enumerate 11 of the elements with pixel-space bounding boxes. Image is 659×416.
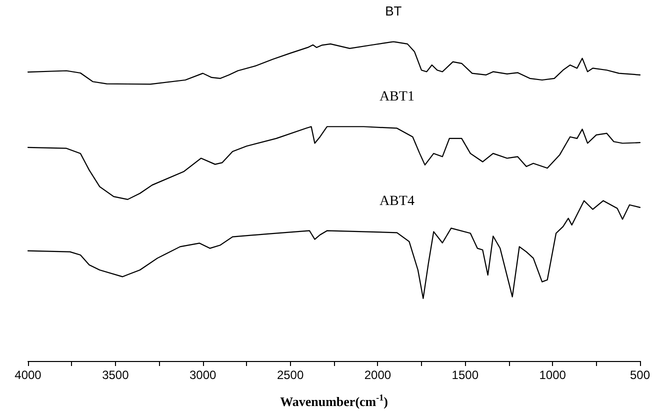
x-tick-label: 4000 bbox=[14, 368, 42, 382]
x-tick-label: 1500 bbox=[452, 368, 479, 382]
x-tick-label: 3500 bbox=[102, 368, 130, 382]
x-tick-label: 3000 bbox=[190, 368, 217, 382]
x-tick-label: 2500 bbox=[276, 368, 304, 382]
series-label: ABT4 bbox=[379, 194, 414, 210]
x-tick-label: 1000 bbox=[539, 368, 566, 382]
series-label: BT bbox=[385, 4, 402, 19]
x-tick-label: 500 bbox=[630, 368, 650, 382]
series-label: ABT1 bbox=[379, 90, 414, 105]
x-tick-label: 2000 bbox=[364, 368, 392, 382]
